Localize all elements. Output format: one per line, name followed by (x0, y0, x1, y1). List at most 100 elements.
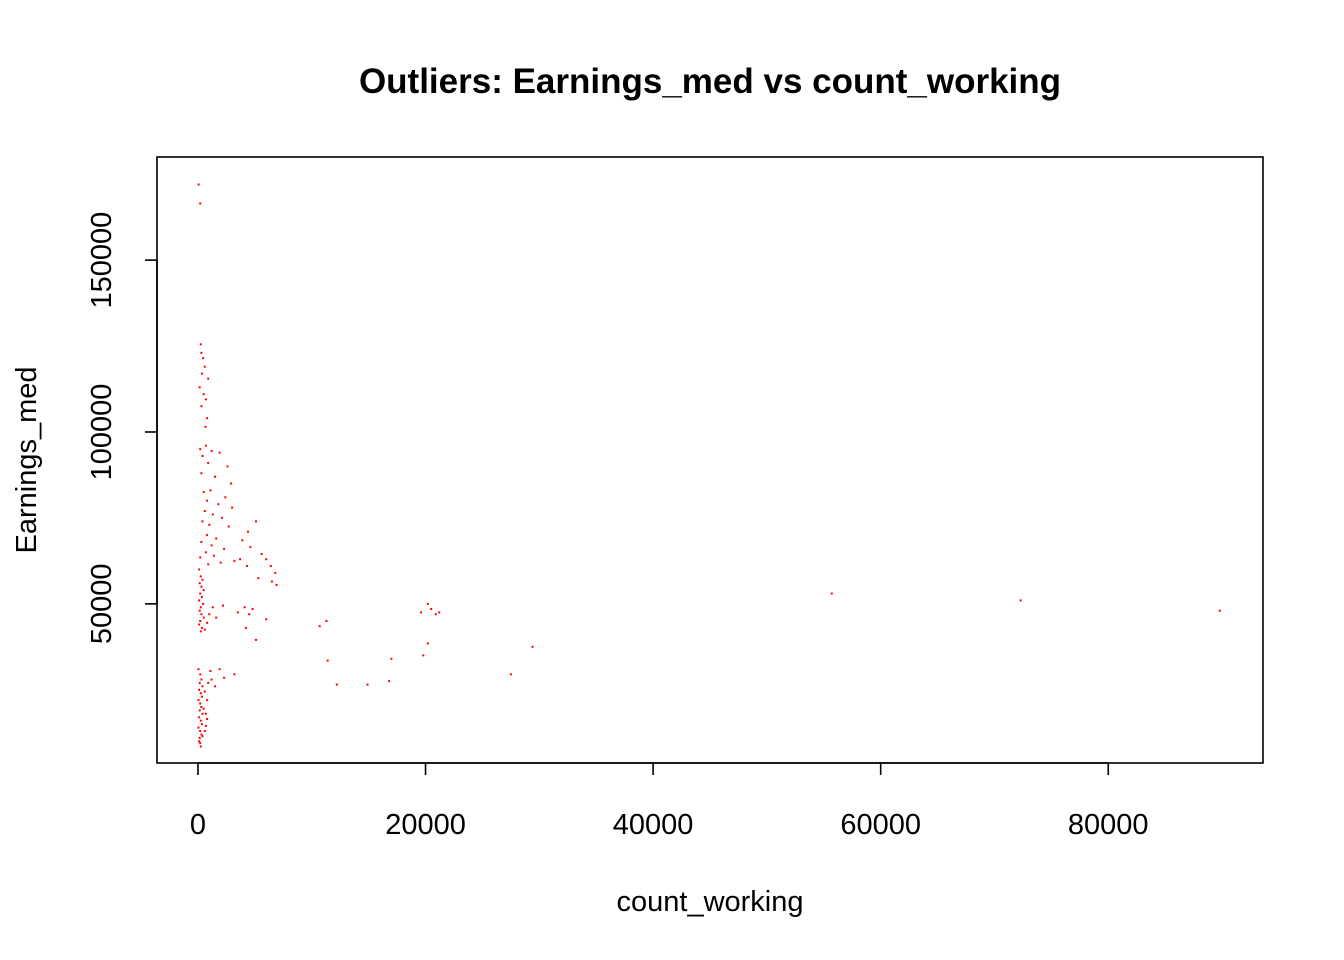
data-point (244, 626, 247, 629)
data-point (203, 628, 206, 631)
data-point (207, 377, 210, 380)
data-point (197, 183, 200, 186)
data-point (249, 546, 252, 549)
data-point (233, 559, 236, 562)
data-point (199, 343, 202, 346)
data-point (265, 618, 268, 621)
y-axis: 50000 100000 150000 (86, 212, 158, 645)
data-point (211, 513, 214, 516)
y-tick-label: 50000 (86, 564, 118, 645)
data-point (211, 606, 214, 609)
y-tick-label: 150000 (86, 212, 118, 309)
data-point (206, 534, 209, 537)
y-axis-label: Earnings_med (11, 367, 43, 554)
data-point (222, 604, 224, 607)
data-point (206, 499, 209, 502)
data-point (245, 565, 248, 567)
data-point (265, 558, 268, 561)
data-point (207, 461, 210, 464)
data-point (201, 685, 204, 688)
data-point (200, 405, 203, 408)
data-point (204, 551, 207, 554)
chart-title: Outliers: Earnings_med vs count_working (359, 62, 1061, 101)
data-point (426, 642, 429, 645)
data-point (199, 575, 202, 578)
data-point (207, 681, 210, 684)
data-point (198, 386, 201, 389)
x-tick-label: 40000 (613, 809, 694, 841)
data-point (531, 645, 534, 648)
x-axis-label: count_working (617, 886, 804, 918)
data-point (233, 673, 236, 676)
data-point (223, 676, 226, 679)
data-point (243, 606, 246, 609)
data-point (430, 608, 433, 610)
data-point (275, 583, 278, 586)
data-point (197, 726, 200, 729)
data-point (199, 730, 202, 732)
data-point (1019, 599, 1022, 602)
data-point (215, 537, 218, 540)
data-point (830, 592, 833, 595)
data-point (202, 393, 205, 396)
x-axis: 0 20000 40000 60000 80000 (190, 762, 1149, 841)
data-point (203, 510, 206, 512)
data-point (206, 699, 209, 702)
data-point (198, 681, 201, 684)
data-point (231, 506, 234, 509)
data-point (197, 699, 200, 702)
data-point (198, 623, 201, 626)
data-point (236, 611, 239, 614)
data-point (247, 530, 249, 533)
data-point (420, 611, 422, 614)
data-point (269, 565, 272, 567)
data-point (199, 719, 202, 722)
data-point (202, 491, 205, 494)
data-point (214, 475, 216, 478)
x-tick-label: 60000 (840, 809, 921, 841)
data-point (390, 657, 393, 660)
data-point (204, 724, 207, 727)
data-point (202, 589, 205, 592)
data-point (202, 357, 205, 360)
x-tick-label: 20000 (385, 809, 466, 841)
data-point (198, 716, 201, 719)
data-point (204, 398, 207, 401)
data-point (206, 621, 209, 624)
data-point (274, 571, 277, 574)
data-point (255, 520, 257, 523)
x-tick-label: 80000 (1068, 809, 1149, 841)
data-point (202, 707, 205, 710)
data-point (227, 525, 230, 528)
data-point (201, 578, 204, 581)
data-point (199, 556, 202, 559)
data-point (198, 736, 201, 739)
data-point (224, 496, 227, 499)
data-point (199, 620, 202, 622)
data-point (201, 735, 204, 738)
data-point (218, 451, 221, 454)
data-point (198, 582, 201, 585)
data-point (203, 365, 206, 368)
data-point (199, 630, 202, 633)
data-point (220, 516, 223, 519)
data-point (204, 444, 207, 447)
plot-frame (156, 156, 1264, 764)
data-point (200, 541, 203, 543)
data-point (200, 472, 203, 475)
data-point (438, 611, 441, 614)
data-point (326, 659, 329, 662)
data-point (203, 730, 206, 732)
data-point (426, 602, 429, 605)
data-point (198, 688, 201, 691)
data-point (1218, 609, 1221, 612)
data-point (206, 718, 209, 720)
data-point (366, 683, 369, 686)
data-point (198, 609, 201, 612)
data-point (204, 712, 207, 715)
data-point (199, 742, 202, 745)
data-point (214, 685, 216, 688)
data-point (200, 626, 203, 629)
data-point (200, 613, 203, 616)
data-point (230, 482, 232, 485)
